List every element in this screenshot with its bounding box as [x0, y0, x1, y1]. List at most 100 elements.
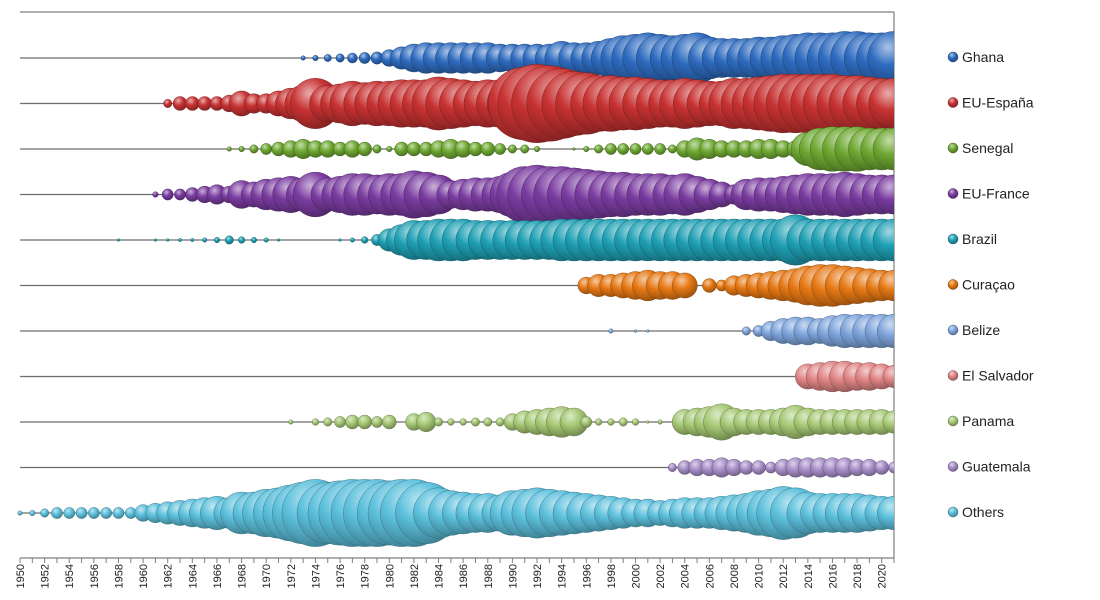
x-tick-label: 1986 — [458, 564, 470, 588]
data-bubble — [617, 143, 629, 155]
series-eu-france — [152, 164, 894, 225]
data-bubble — [357, 141, 372, 157]
x-tick-label: 1982 — [409, 564, 421, 588]
data-bubble — [163, 99, 173, 108]
series-eu-espa-a — [163, 64, 894, 143]
data-bubble — [153, 238, 158, 242]
data-bubble — [172, 96, 188, 111]
data-bubble — [51, 507, 63, 519]
data-bubble — [668, 463, 677, 472]
x-tick-label: 1962 — [163, 564, 175, 588]
data-bubble — [311, 418, 319, 426]
data-bubble — [618, 417, 628, 427]
data-bubble — [382, 414, 397, 430]
legend-marker — [947, 97, 959, 108]
series-el-salvador — [795, 360, 894, 393]
data-bubble — [394, 141, 409, 157]
data-bubble — [872, 127, 894, 171]
data-bubble — [100, 507, 112, 519]
x-tick-label: 2018 — [852, 564, 864, 588]
legend-label: Ghana — [962, 49, 1004, 65]
data-bubble — [468, 141, 483, 157]
data-bubble — [416, 412, 437, 433]
x-tick-label: 1960 — [138, 564, 150, 588]
data-bubble — [888, 461, 894, 474]
data-bubble — [874, 174, 894, 215]
x-tick-label: 1980 — [384, 564, 396, 588]
data-bubble — [372, 144, 382, 154]
data-bubble — [197, 96, 212, 111]
legend-marker — [947, 279, 959, 290]
data-bubble — [238, 145, 245, 152]
legend-marker — [947, 188, 959, 199]
data-bubble — [112, 507, 125, 519]
legend-marker — [947, 461, 959, 472]
legend-label: El Salvador — [962, 368, 1034, 384]
data-bubble — [224, 235, 234, 245]
x-tick-label: 1950 — [15, 564, 27, 588]
data-bubble — [250, 236, 257, 243]
series-ghana — [300, 31, 894, 85]
data-bubble — [347, 52, 358, 64]
data-bubble — [872, 218, 894, 262]
data-bubble — [178, 238, 182, 242]
x-tick-label: 1996 — [581, 564, 593, 588]
x-tick-label: 1968 — [237, 564, 249, 588]
data-bubble — [29, 510, 36, 517]
data-bubble — [300, 55, 306, 61]
data-bubble — [249, 144, 259, 154]
x-tick-label: 1978 — [360, 564, 372, 588]
data-bubble — [480, 141, 495, 157]
data-bubble — [185, 96, 200, 111]
data-bubble — [323, 54, 332, 62]
x-axis: 1950 1952 1954 1956 1958 1960 1962 1964 1966 1968… — [15, 558, 895, 588]
data-bubble — [583, 145, 590, 152]
data-bubble — [459, 418, 467, 426]
data-bubble — [654, 143, 666, 155]
legend-marker — [947, 370, 959, 381]
x-tick-label: 1954 — [64, 564, 76, 588]
data-bubble — [335, 53, 345, 63]
legend-marker — [947, 142, 959, 154]
data-bubble — [739, 460, 754, 475]
data-bubble — [595, 418, 603, 426]
data-bubble — [657, 419, 663, 425]
x-tick-label: 2004 — [680, 564, 692, 588]
x-tick-label: 2000 — [630, 564, 642, 588]
data-bubble — [642, 143, 654, 155]
data-bubble — [88, 507, 100, 519]
legend-label: Belize — [962, 322, 1000, 338]
series-others — [17, 479, 894, 547]
data-bubble — [238, 236, 246, 244]
x-tick-label: 2012 — [778, 564, 790, 588]
data-bubble — [276, 238, 281, 242]
data-bubble — [607, 418, 615, 426]
legend-label: Others — [962, 504, 1004, 520]
data-bubble — [646, 420, 650, 424]
data-bubble — [161, 188, 174, 201]
x-tick-label: 1974 — [310, 564, 322, 588]
data-bubble — [63, 507, 76, 519]
data-bubble — [507, 144, 517, 154]
legend-marker — [947, 415, 959, 427]
data-bubble — [646, 329, 650, 333]
data-bubble — [323, 417, 333, 427]
data-bubble — [594, 144, 603, 154]
x-tick-label: 1976 — [335, 564, 347, 588]
data-bubble — [152, 191, 159, 198]
legend: Ghana EU-España Senegal EU-France Brazil Cura… — [947, 49, 1034, 520]
data-bubble — [751, 460, 766, 475]
x-tick-label: 2006 — [704, 564, 716, 588]
data-bubble — [702, 278, 717, 293]
data-bubble — [174, 188, 186, 201]
legend-label: Brazil — [962, 231, 997, 247]
legend-label: Senegal — [962, 140, 1013, 156]
x-tick-label: 2020 — [877, 564, 889, 588]
legend-marker — [947, 51, 959, 63]
data-bubble — [495, 417, 505, 427]
x-tick-label: 2002 — [655, 564, 667, 588]
legend-marker — [947, 324, 959, 336]
series-rows — [17, 31, 894, 547]
data-bubble — [631, 418, 640, 426]
